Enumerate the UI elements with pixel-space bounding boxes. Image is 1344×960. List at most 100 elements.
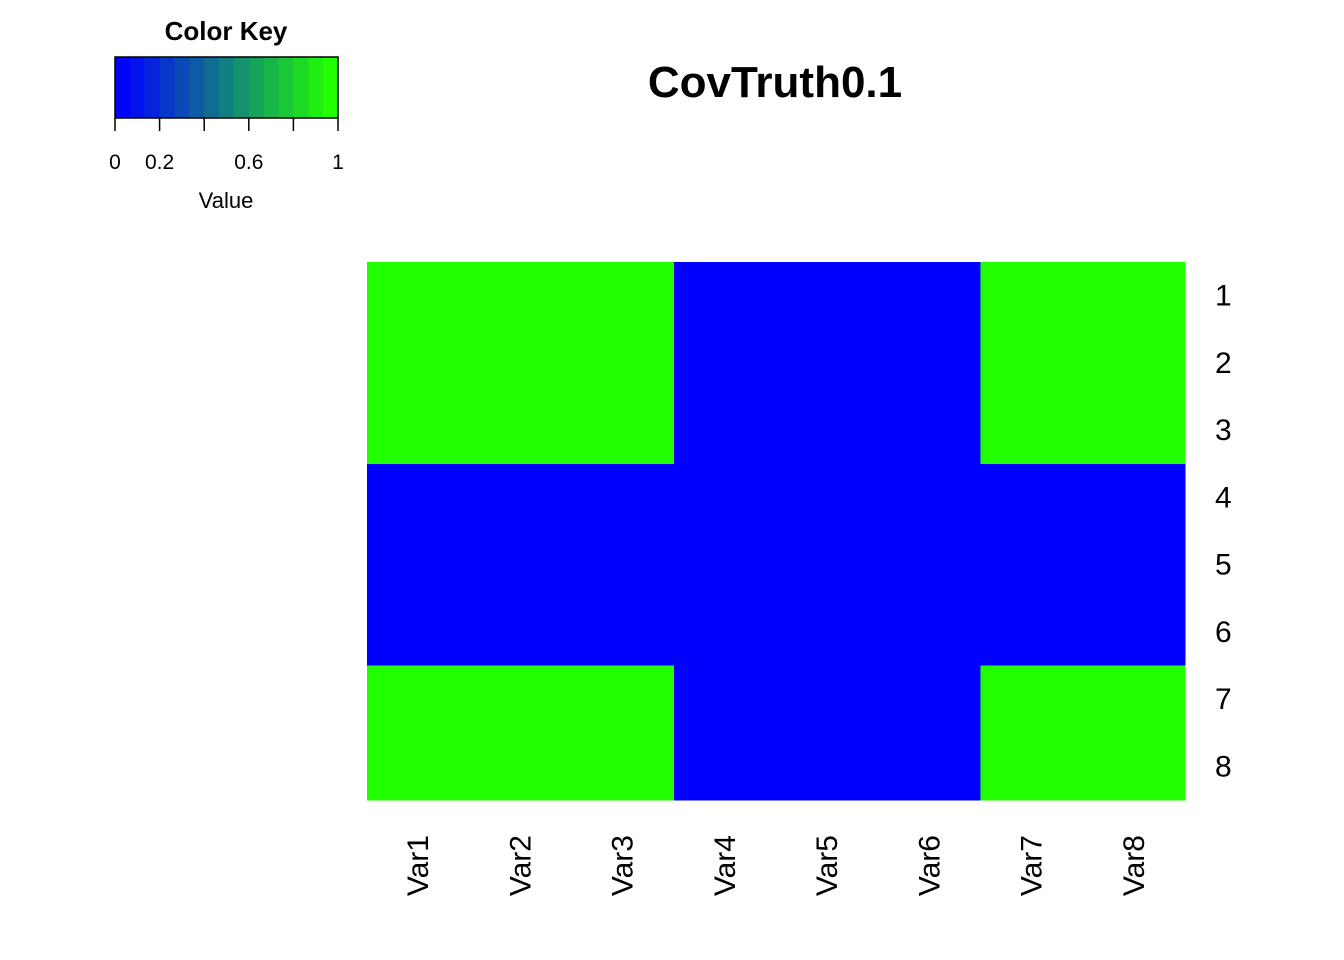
- row-label: 1: [1215, 280, 1232, 313]
- column-label: Var8: [1118, 835, 1151, 896]
- color-key-bin: [189, 57, 205, 118]
- heatmap-cell: [367, 329, 470, 397]
- heatmap-cell: [673, 665, 777, 734]
- heatmap-cell: [571, 262, 675, 330]
- heatmap-cell: [367, 665, 470, 734]
- heatmap-cell: [878, 396, 981, 465]
- color-key-tick-label: 0.2: [145, 151, 174, 174]
- heatmap-cell: [878, 329, 981, 397]
- heatmap-cell: [980, 531, 1084, 599]
- heatmap-cell: [776, 732, 879, 801]
- color-key-bin: [323, 57, 339, 118]
- color-key-bin: [293, 57, 309, 118]
- heatmap-cell: [367, 396, 470, 465]
- row-label: 3: [1215, 414, 1232, 447]
- heatmap-cell: [673, 329, 777, 397]
- color-key-tick-label: 0.6: [234, 151, 263, 174]
- heatmap-cell: [673, 732, 777, 801]
- heatmap-cell: [878, 598, 981, 666]
- color-key: Color Key 0 0.2 0.6 1 Value: [109, 16, 344, 213]
- heatmap-cell: [776, 665, 879, 734]
- heatmap-cell: [878, 665, 981, 734]
- heatmap-cell: [469, 531, 572, 599]
- heatmap-cell: [1082, 598, 1186, 666]
- heatmap-cell: [878, 463, 981, 532]
- row-label: 6: [1215, 616, 1232, 649]
- color-key-bin: [115, 57, 131, 118]
- heatmap-cell: [469, 598, 572, 666]
- heatmap-cell: [673, 262, 777, 330]
- color-key-bin: [159, 57, 175, 118]
- heatmap-cell: [469, 463, 572, 532]
- color-key-xlabel: Value: [199, 188, 254, 213]
- heatmap-cell: [1082, 665, 1186, 734]
- heatmap-cell: [571, 665, 675, 734]
- color-key-title: Color Key: [165, 16, 288, 46]
- heatmap-cell: [469, 732, 572, 801]
- column-label: Var6: [913, 835, 946, 896]
- heatmap-cell: [776, 262, 879, 330]
- heatmap-cell: [469, 396, 572, 465]
- heatmap-cell: [980, 598, 1084, 666]
- color-key-bin: [144, 57, 161, 118]
- color-key-tick-label: 0: [109, 151, 121, 174]
- column-label: Var5: [811, 835, 844, 896]
- heatmap-cell: [1082, 262, 1186, 330]
- color-key-bin: [248, 57, 265, 118]
- color-key-bin: [174, 57, 190, 118]
- heatmap-cell: [980, 732, 1084, 801]
- color-key-bin: [308, 57, 324, 118]
- heatmap-cell: [571, 329, 675, 397]
- heatmap-cell: [469, 329, 572, 397]
- heatmap-cell: [673, 531, 777, 599]
- color-key-bin: [219, 57, 235, 118]
- column-label: Var2: [504, 835, 537, 896]
- heatmap-cell: [776, 396, 879, 465]
- heatmap-cell: [367, 262, 470, 330]
- heatmap-cell: [1082, 463, 1186, 532]
- color-key-bin: [129, 57, 146, 118]
- heatmap-cell: [571, 598, 675, 666]
- heatmap-cell: [367, 531, 470, 599]
- heatmap-cell: [878, 262, 981, 330]
- heatmap-cell: [469, 262, 572, 330]
- heatmap-cell: [367, 732, 470, 801]
- column-labels: Var1 Var2 Var3 Var4 Var5 Var6 Var7 Var8: [402, 835, 1151, 896]
- row-label: 8: [1215, 750, 1232, 783]
- heatmap-cell: [571, 463, 675, 532]
- color-key-bin: [278, 57, 294, 118]
- row-label: 2: [1215, 347, 1232, 380]
- row-label: 7: [1215, 683, 1232, 716]
- row-label: 4: [1215, 481, 1232, 514]
- heatmap-cell: [1082, 732, 1186, 801]
- color-key-tick-label: 1: [332, 151, 344, 174]
- heatmap-cell: [776, 531, 879, 599]
- heatmap-cell: [367, 463, 470, 532]
- heatmap-cell: [469, 665, 572, 734]
- color-key-gradient: [115, 57, 339, 118]
- color-key-border: [114, 56, 339, 119]
- heatmap-cell: [571, 396, 675, 465]
- color-key-bin: [263, 57, 280, 118]
- heatmap-cell: [776, 463, 879, 532]
- heatmap-cells: [367, 262, 1186, 801]
- color-key-axis: 0 0.2 0.6 1: [109, 118, 344, 174]
- heatmap-cell: [571, 531, 675, 599]
- column-label: Var7: [1016, 835, 1049, 896]
- chart-title: CovTruth0.1: [648, 58, 902, 107]
- heatmap-cell: [776, 598, 879, 666]
- heatmap-cell: [980, 665, 1084, 734]
- heatmap-cell: [673, 463, 777, 532]
- heatmap-cell: [878, 531, 981, 599]
- color-key-bin: [233, 57, 250, 118]
- heatmap-cell: [1082, 531, 1186, 599]
- column-label: Var3: [607, 835, 640, 896]
- heatmap-cell: [1082, 396, 1186, 465]
- heatmap-cell: [980, 396, 1084, 465]
- heatmap-cell: [1082, 329, 1186, 397]
- heatmap-cell: [776, 329, 879, 397]
- heatmap-cell: [673, 598, 777, 666]
- heatmap-cell: [980, 262, 1084, 330]
- heatmap-cell: [878, 732, 981, 801]
- color-key-bin: [204, 57, 220, 118]
